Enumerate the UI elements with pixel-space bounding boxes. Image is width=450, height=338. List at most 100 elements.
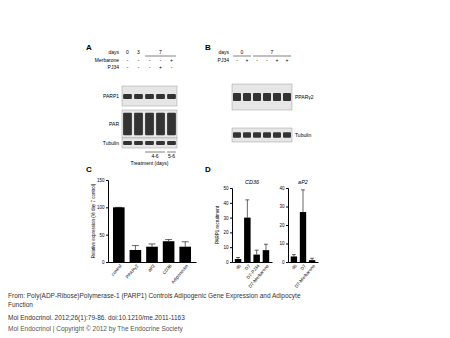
error-cap: [236, 257, 240, 258]
citation-copyright: Mol Endocrinol | Copyright © 2012 by The…: [8, 325, 183, 333]
blot-band: [145, 141, 154, 145]
y-tick-label: 0: [282, 260, 285, 265]
blot-label: PAR: [109, 121, 119, 127]
y-tick-label: 30: [223, 216, 229, 221]
blot-band: [167, 141, 176, 145]
y-tick-label: 40: [279, 186, 285, 191]
error-cap: [149, 243, 156, 244]
blot-label: Tubulin: [295, 132, 311, 138]
y-tick-label: 0: [102, 260, 105, 265]
panel-letter: D: [205, 165, 211, 174]
bar: [291, 256, 297, 262]
blot-band: [273, 132, 281, 138]
blot-band: [233, 132, 241, 138]
y-tick: 30: [223, 216, 232, 221]
bar-chart: 050100150controlPPARγ2aP2CD36Adiponectin…: [91, 178, 197, 285]
error-bar: [310, 258, 314, 260]
blot-band: [263, 93, 271, 101]
x-axis-line: [233, 262, 273, 263]
error-cap: [292, 254, 296, 255]
y-tick-mark: [230, 218, 232, 219]
bar: [263, 250, 270, 262]
error-bar: [149, 244, 156, 247]
bar: [244, 218, 251, 262]
bar: [235, 259, 242, 262]
blot-band: [134, 94, 143, 99]
x-tick-label: d0: [291, 263, 298, 270]
figure: ABCDdays037Merbarone----+PJ34---+-PARP1P…: [0, 0, 450, 338]
error-line: [185, 242, 186, 247]
citation-journal: Mol Endocrinol. 2012;26(1):79-86. doi:10…: [8, 314, 185, 322]
x-tick: CD36: [161, 262, 173, 275]
blot-band: [123, 113, 132, 135]
y-axis: 050100150: [97, 178, 109, 265]
blot-panel: days07PJ34-+--++PPARγ2Tubulin: [218, 49, 314, 142]
x-axis: d0D7D7-Merbarone: [289, 262, 319, 289]
x-tick-label: CD36: [161, 263, 173, 275]
error-bar: [245, 200, 249, 218]
y-tick-mark: [286, 188, 288, 189]
y-axis-line: [106, 181, 109, 263]
y-tick: 150: [97, 178, 108, 183]
blot-strip: [122, 110, 177, 138]
sign: +: [246, 57, 249, 63]
error-bar: [132, 246, 139, 250]
y-tick-label: 150: [97, 178, 105, 183]
blot-strip: [122, 86, 177, 106]
x-axis-line: [109, 262, 197, 263]
y-tick-label: 40: [223, 201, 229, 206]
blot-band: [134, 113, 143, 135]
y-axis-title: Relative expression (% day 7 control): [91, 183, 96, 258]
x-tick-label: control: [110, 263, 123, 277]
x-tick-label: PPARγ2: [125, 263, 140, 279]
error-bar: [115, 207, 122, 208]
error-bar: [165, 240, 172, 242]
y-tick: 10: [279, 241, 288, 246]
blot-band: [123, 94, 132, 99]
sign: +: [170, 57, 173, 63]
sign: -: [171, 64, 173, 70]
y-tick-label: 20: [223, 230, 229, 235]
x-tick: Adiponectin: [170, 262, 189, 285]
blot-band: [273, 93, 281, 101]
y-tick-mark: [286, 207, 288, 208]
blot-panel: days037Merbarone----+PJ34---+-PARP1PARTu…: [95, 49, 177, 166]
day-label: 0: [126, 49, 129, 55]
blot-label: PPARγ2: [295, 94, 314, 100]
y-tick-label: 10: [223, 245, 229, 250]
y-tick: 0: [282, 260, 288, 265]
error-cap: [182, 241, 189, 242]
y-tick-mark: [230, 232, 232, 233]
y-tick-label: 50: [99, 233, 105, 238]
sign: -: [138, 57, 140, 63]
error-line: [303, 190, 304, 212]
day-label: 7: [271, 49, 274, 55]
plot-area: [235, 200, 269, 262]
error-cap: [310, 258, 314, 259]
day-label: 0: [241, 49, 244, 55]
blot-band: [167, 113, 176, 135]
header-label: days: [108, 49, 119, 55]
blot-band: [233, 93, 241, 101]
y-tick: 0: [102, 260, 108, 265]
y-tick-mark: [106, 207, 108, 208]
y-tick-mark: [106, 262, 108, 263]
chart-title: aP2: [298, 179, 308, 185]
y-tick-label: 50: [223, 186, 229, 191]
y-tick: 50: [223, 186, 232, 191]
x-axis-line: [289, 262, 319, 263]
y-tick-label: 20: [279, 223, 285, 228]
x-axis: d0D7D7-PJ34D7-Merbarone: [233, 262, 273, 289]
error-line: [265, 244, 266, 250]
x-tick: aP2: [147, 262, 156, 273]
x-tick: d0: [291, 262, 298, 270]
bar: [146, 247, 158, 262]
treatment-label: 4-6: [151, 153, 158, 159]
y-axis-line: [230, 189, 233, 263]
y-tick: 10: [223, 245, 232, 250]
bar: [309, 260, 315, 262]
y-tick-mark: [230, 262, 232, 263]
y-tick: 40: [223, 201, 232, 206]
y-tick: 30: [279, 204, 288, 209]
bar: [300, 212, 306, 262]
